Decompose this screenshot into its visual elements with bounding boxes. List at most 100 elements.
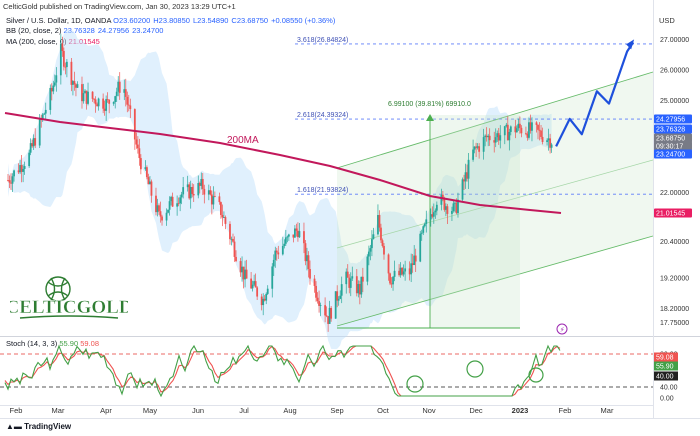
- candle: [274, 246, 277, 268]
- candle: [336, 285, 339, 308]
- candle: [315, 281, 317, 302]
- price-tick: 19.20000: [660, 275, 689, 282]
- ma-row[interactable]: MA (200, close, 0) 21.01545: [6, 37, 335, 47]
- candle: [281, 236, 284, 256]
- time-tick: Feb: [10, 406, 23, 415]
- candle: [349, 272, 352, 297]
- candle: [272, 254, 275, 276]
- candle: [309, 260, 311, 285]
- stoch-legend[interactable]: Stoch (14, 3, 3) 55.90 59.08: [6, 339, 99, 348]
- candle: [283, 239, 286, 249]
- candle: [547, 128, 550, 151]
- candle: [38, 114, 41, 149]
- candle: [275, 247, 278, 261]
- fib-extension-levels[interactable]: 3.618(26.84824) 2.618(24.39324) 1.618(21.9…: [295, 37, 653, 195]
- candle: [170, 195, 172, 206]
- candle: [493, 131, 496, 153]
- price-tick: 27.00000: [660, 37, 689, 44]
- candle: [106, 92, 109, 103]
- candle: [446, 203, 449, 225]
- candle: [535, 121, 538, 133]
- ma200-annotation: 200MA: [227, 135, 259, 146]
- candle: [207, 184, 210, 201]
- candle: [59, 33, 62, 85]
- candle: [451, 206, 453, 221]
- candle: [150, 179, 153, 203]
- candle: [487, 133, 490, 147]
- price-chart[interactable]: 3.618(26.84824) 2.618(24.39324) 1.618(21.9…: [0, 0, 700, 418]
- candle: [235, 250, 237, 263]
- time-tick: Jul: [239, 406, 249, 415]
- price-tick: 17.75000: [660, 320, 689, 327]
- candle: [260, 293, 263, 311]
- channel-middle-line[interactable]: [336, 159, 654, 249]
- candle: [94, 96, 97, 113]
- candle: [82, 83, 85, 104]
- channel-lower-line[interactable]: [336, 235, 654, 327]
- candle: [53, 74, 56, 87]
- candle: [224, 215, 227, 230]
- candle: [546, 138, 548, 146]
- candle: [419, 230, 422, 263]
- candle: [191, 183, 194, 198]
- bb-row[interactable]: BB (20, close, 2) 23.76328 24.27956 23.247…: [6, 26, 335, 36]
- candle: [156, 198, 159, 217]
- candle: [514, 119, 517, 139]
- candle: [52, 80, 55, 95]
- bb-label: BB (20, close, 2): [6, 26, 62, 36]
- candle: [478, 143, 481, 159]
- candle: [7, 174, 9, 182]
- candle: [327, 316, 330, 332]
- channel-upper-line[interactable]: [336, 71, 654, 169]
- time-axis[interactable]: Feb Mar Apr May Jun Jul Aug Sep Oct Nov Dec 2023 Feb…: [10, 406, 614, 415]
- bb-basis: 23.76328: [63, 26, 95, 36]
- candle: [158, 203, 160, 215]
- candle: [105, 95, 108, 121]
- candle: [114, 95, 117, 109]
- candle: [19, 159, 21, 175]
- candle: [413, 245, 416, 266]
- svg-text:59.08: 59.08: [656, 355, 674, 362]
- price-tag: 23.24700: [654, 149, 692, 159]
- ma200-line[interactable]: [4, 112, 562, 214]
- candle: [171, 192, 174, 207]
- event-icon[interactable]: ⚡: [556, 323, 568, 335]
- candle: [136, 136, 139, 154]
- candle: [146, 165, 148, 180]
- candle: [284, 229, 287, 246]
- candle: [294, 225, 296, 238]
- candle: [431, 206, 434, 219]
- candlestick-series[interactable]: [7, 33, 553, 332]
- candle: [440, 188, 443, 211]
- candle: [540, 124, 542, 140]
- candle: [73, 71, 76, 91]
- stoch-tick: 40.00: [660, 385, 678, 392]
- candle: [434, 208, 437, 219]
- candle: [168, 196, 171, 216]
- candle: [339, 290, 342, 300]
- price-range-measure[interactable]: 6.99100 (39.81%) 69910.0: [337, 101, 520, 329]
- candle: [371, 230, 373, 257]
- candle: [43, 112, 46, 115]
- candle: [515, 125, 518, 133]
- candle: [422, 225, 425, 236]
- tradingview-brand[interactable]: ▲▬ TradingView: [6, 422, 72, 431]
- currency-label: USD: [659, 16, 675, 25]
- candle: [410, 253, 413, 283]
- candle: [337, 296, 340, 306]
- bb-upper: 24.27956: [97, 26, 130, 36]
- candle: [503, 125, 506, 145]
- candle: [129, 98, 132, 118]
- candle: [550, 142, 553, 153]
- candle: [324, 297, 326, 323]
- candle: [210, 190, 213, 215]
- measure-box: [430, 115, 520, 328]
- time-tick: Mar: [52, 406, 65, 415]
- price-axis[interactable]: 17.75000 18.20000 19.20000 20.40000 22.00000…: [660, 37, 689, 327]
- symbol-title[interactable]: Silver / U.S. Dollar, 1D, OANDA: [6, 16, 112, 25]
- candle: [218, 192, 221, 205]
- projection-path[interactable]: [555, 41, 635, 147]
- candle: [304, 239, 307, 266]
